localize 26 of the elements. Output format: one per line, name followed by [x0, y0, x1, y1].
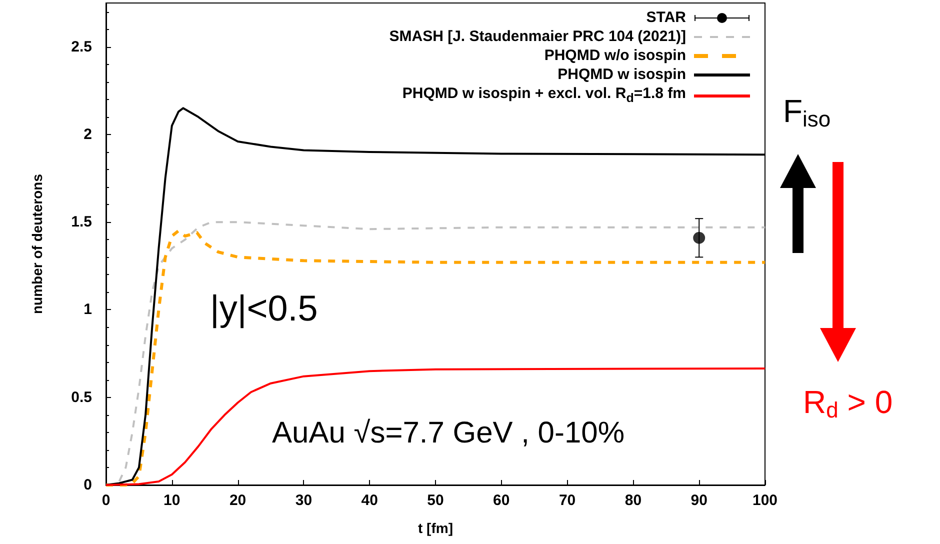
- legend-label: PHQMD w isospin: [558, 65, 686, 84]
- x-tick-label: 90: [690, 492, 708, 509]
- x-tick-label: 30: [295, 492, 312, 509]
- y-tick-label: 0: [84, 476, 92, 494]
- y-tick-label: 1.5: [71, 214, 92, 231]
- x-axis-title: t [fm]: [418, 520, 453, 536]
- annotation: |y|<0.5: [210, 288, 318, 328]
- x-tick-label: 40: [361, 492, 378, 509]
- y-axis-title: number of deuterons: [29, 174, 45, 314]
- y-tick-label: 0.5: [71, 388, 92, 406]
- y-tick-label: 1: [84, 301, 92, 318]
- legend-label: STAR: [646, 8, 686, 27]
- legend-label: SMASH [J. Staudenmaier PRC 104 (2021)]: [389, 27, 686, 46]
- x-tick-label: 20: [229, 492, 246, 509]
- legend-label: PHQMD w/o isospin: [544, 46, 686, 65]
- annotation: AuAu √s=7.7 GeV , 0-10%: [272, 416, 624, 450]
- x-tick-label: 50: [427, 492, 444, 509]
- x-tick-label: 100: [752, 492, 778, 509]
- legend-label: PHQMD w isospin + excl. vol. R$_{d}$=1.8 fm: [402, 84, 686, 107]
- y-tick-label: 2: [84, 126, 92, 143]
- y-tick-label: 2.5: [71, 38, 92, 56]
- x-tick-label: 70: [558, 492, 576, 509]
- x-tick-label: 60: [493, 492, 510, 509]
- x-tick-label: 80: [624, 492, 642, 509]
- x-tick-label: 0: [102, 492, 110, 509]
- x-tick-label: 10: [164, 492, 180, 509]
